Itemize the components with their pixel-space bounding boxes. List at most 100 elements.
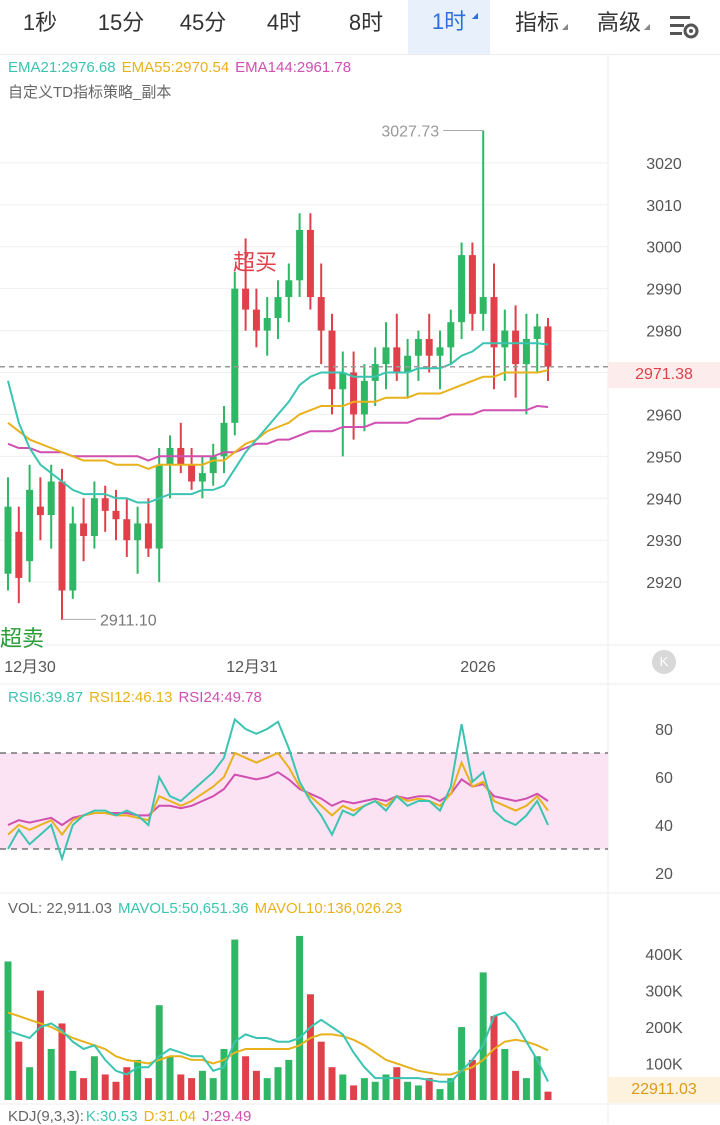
price-axis-label: 2920: [646, 575, 682, 592]
candle-body: [242, 288, 250, 310]
volume-bar: [123, 1067, 131, 1100]
strategy-label: 自定义TD指标策略_副本: [8, 84, 172, 101]
ema-legend: EMA21:2976.68 EMA55:2970.54 EMA144:2961.78: [8, 59, 357, 76]
volume-bar: [490, 1016, 498, 1100]
current-volume-tag: 22911.03: [608, 1077, 720, 1103]
tab-1s[interactable]: 1秒: [10, 8, 70, 46]
dropdown-triangle-icon: ◢: [471, 11, 478, 20]
candle-body: [328, 330, 336, 390]
candle-body: [144, 523, 152, 549]
kdj-legend: KDJ(9,3,3): K:30.53 D:31.04 J:29.49: [8, 1108, 257, 1125]
dropdown-triangle-icon: ◢: [643, 22, 650, 31]
volume-bar: [533, 1056, 541, 1100]
timeframe-toolbar: 1秒 15分 45分 4时 8时 1时 ◢ 指标 ◢ 高级 ◢: [0, 0, 720, 55]
candle-body: [90, 498, 98, 536]
volume-bar: [263, 1078, 271, 1100]
candle-body: [26, 489, 34, 562]
candle-body: [317, 297, 325, 331]
candle-body: [360, 380, 368, 415]
volume-bar: [350, 1085, 358, 1100]
candle-body: [501, 330, 509, 348]
candle-body: [285, 280, 293, 298]
candle-body: [36, 506, 44, 516]
rsi12-value: RSI12:46.13: [89, 689, 173, 706]
volume-bar: [134, 1059, 142, 1100]
candle-body: [220, 422, 228, 457]
price-axis-label: 2930: [646, 533, 682, 550]
volume-bar: [382, 1074, 390, 1100]
dropdown-triangle-icon: ◢: [561, 22, 568, 31]
rsi6-line: [7, 717, 549, 862]
candle-body: [350, 372, 358, 415]
candle-body: [512, 330, 520, 365]
candle-body: [306, 229, 314, 298]
volume-bar: [231, 939, 239, 1100]
tab-advanced[interactable]: 高级 ◢: [586, 8, 652, 46]
kdj-j-value: J:29.49: [202, 1108, 252, 1125]
date-axis-label: 12月31: [226, 659, 278, 676]
tab-15m[interactable]: 15分: [88, 8, 154, 46]
mavol10-value: MAVOL10:136,026.23: [254, 900, 402, 917]
candle-body: [80, 523, 88, 536]
candle-body: [58, 481, 66, 591]
tab-45m[interactable]: 45分: [170, 8, 236, 46]
volume-bar: [512, 1070, 520, 1100]
volume-bar: [371, 1081, 379, 1100]
volume-axis-label: 200K: [645, 1020, 683, 1037]
date-axis-label: 12月30: [4, 659, 56, 676]
volume-bar: [177, 1074, 185, 1100]
candle-body: [155, 464, 163, 549]
candle-body: [533, 326, 541, 339]
vol-legend: VOL: 22,911.03 MAVOL5:50,651.36 MAVOL10:13…: [8, 900, 408, 917]
candle-body: [404, 355, 412, 373]
volume-bar: [80, 1078, 88, 1100]
rsi-axis-label: 40: [655, 818, 673, 835]
rsi-axis-label: 60: [655, 770, 673, 787]
tab-label: 45分: [179, 10, 227, 35]
kdj-d-value: D:31.04: [143, 1108, 197, 1125]
ema144-value: EMA144:2961.78: [235, 59, 352, 76]
candle-body: [101, 498, 109, 511]
volume-bar: [90, 1056, 98, 1100]
volume-bar: [274, 1067, 282, 1100]
volume-bar: [447, 1078, 455, 1100]
tab-8h[interactable]: 8时: [336, 8, 396, 46]
tab-label: 8时: [348, 10, 384, 35]
ema55-value: EMA55:2970.54: [121, 59, 230, 76]
candle-body: [123, 519, 131, 541]
volume-bar: [501, 1048, 509, 1100]
volume-bar: [198, 1070, 206, 1100]
tab-label: 15分: [97, 10, 145, 35]
rsi-band: [0, 753, 608, 849]
tab-label: 1秒: [22, 10, 58, 35]
candle-body: [425, 338, 433, 356]
volume-bar: [436, 1089, 444, 1100]
tab-indicators[interactable]: 指标 ◢: [504, 8, 570, 46]
candle-body: [468, 255, 476, 314]
tab-label: 1时: [431, 9, 467, 34]
chart-settings-icon[interactable]: [668, 12, 700, 42]
rsi12-line: [7, 751, 549, 837]
candle-body: [47, 481, 55, 516]
kdj-k-value: K:30.53: [85, 1108, 138, 1125]
volume-bar: [166, 1056, 174, 1100]
rsi6-value: RSI6:39.87: [8, 689, 84, 706]
ema55-line: [7, 369, 549, 470]
mavol10-line: [7, 1011, 549, 1076]
volume-bar: [404, 1081, 412, 1100]
high-price-label: 3027.73: [381, 123, 439, 140]
k-button[interactable]: K: [652, 650, 676, 674]
candle-body: [458, 255, 466, 323]
candle-body: [4, 506, 12, 574]
tab-1h[interactable]: 1时 ◢: [408, 0, 490, 54]
tab-4h[interactable]: 4时: [254, 8, 314, 46]
volume-bar: [468, 1059, 476, 1100]
candle-body: [198, 473, 206, 482]
price-axis-label: 2980: [646, 324, 682, 341]
candle-body: [382, 347, 390, 365]
volume-bar: [209, 1078, 217, 1100]
rsi-axis-label: 80: [655, 722, 673, 739]
candle-body: [447, 322, 455, 348]
price-axis-label: 3010: [646, 198, 682, 215]
